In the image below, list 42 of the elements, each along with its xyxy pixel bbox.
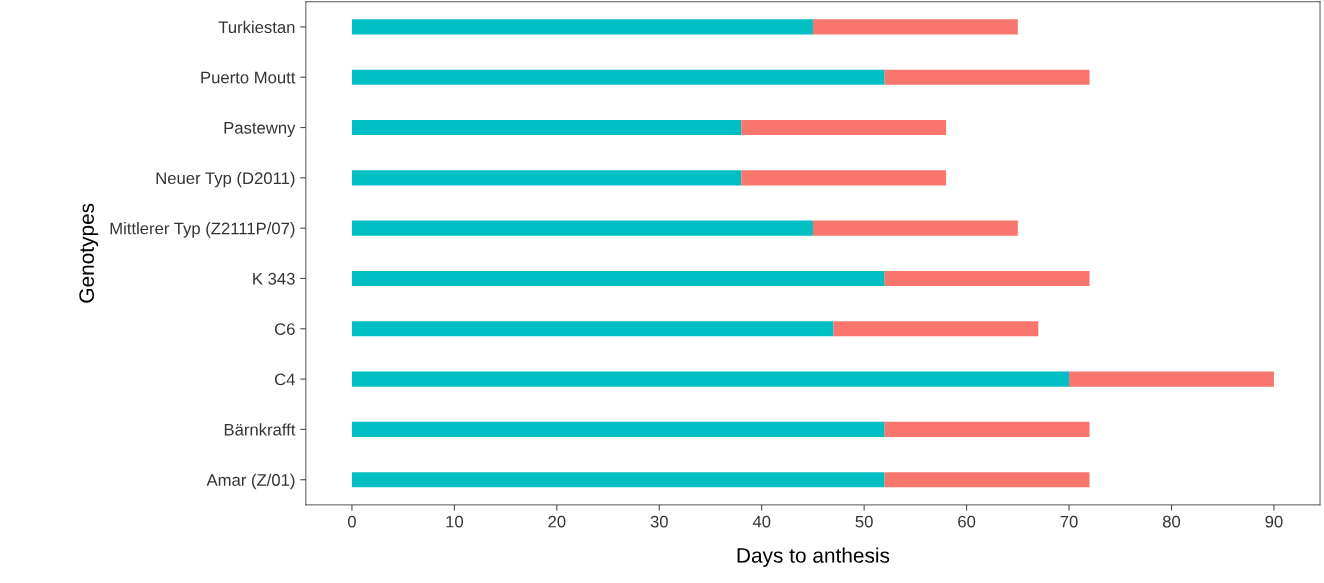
y-tick-label: K 343 bbox=[253, 272, 295, 285]
bar bbox=[351, 270, 885, 287]
y-tick-label: C6 bbox=[274, 323, 295, 335]
bar bbox=[351, 69, 885, 85]
x-tick-label: 70 bbox=[1060, 515, 1078, 528]
x-tick-label: 90 bbox=[1265, 515, 1283, 528]
bar bbox=[884, 421, 1090, 437]
y-tick-label: Mittlerer Typ (Z2111P/07) bbox=[110, 222, 295, 238]
y-tick-label: Bärnkrafft bbox=[224, 423, 296, 436]
bar bbox=[351, 220, 813, 236]
y-tick-label: Amar (Z/01) bbox=[206, 473, 295, 490]
bar bbox=[351, 371, 1070, 387]
bar bbox=[741, 170, 947, 186]
bar bbox=[884, 472, 1090, 488]
bar bbox=[884, 69, 1090, 85]
bar bbox=[812, 19, 1018, 35]
bar bbox=[884, 270, 1090, 287]
x-tick-label: 30 bbox=[650, 515, 668, 528]
bar bbox=[351, 472, 885, 488]
y-tick-label: Pastewny bbox=[224, 122, 296, 138]
y-tick-label: Puerto Moutt bbox=[201, 71, 296, 84]
x-tick-label: 10 bbox=[446, 515, 463, 528]
x-tick-label: 80 bbox=[1162, 515, 1181, 528]
y-axis-title: Genotypes bbox=[79, 203, 99, 303]
bar bbox=[351, 170, 742, 186]
x-tick-label: 50 bbox=[855, 515, 873, 528]
x-tick-label: 0 bbox=[347, 515, 356, 528]
bar bbox=[351, 421, 885, 437]
x-axis-title: Days to anthesis bbox=[737, 547, 890, 567]
bar bbox=[351, 321, 834, 337]
bar bbox=[351, 119, 742, 136]
x-tick-label: 40 bbox=[752, 515, 771, 528]
y-tick-label: C4 bbox=[274, 373, 295, 386]
y-tick-label: Turkiestan bbox=[218, 20, 295, 34]
x-tick-label: 20 bbox=[548, 515, 566, 528]
bar bbox=[833, 321, 1039, 337]
y-tick-label: Neuer Typ (D2011) bbox=[156, 171, 295, 188]
bar bbox=[1069, 371, 1274, 387]
bar bbox=[741, 119, 947, 136]
bar bbox=[351, 19, 813, 35]
bar bbox=[812, 220, 1018, 236]
x-tick-label: 60 bbox=[958, 515, 976, 528]
